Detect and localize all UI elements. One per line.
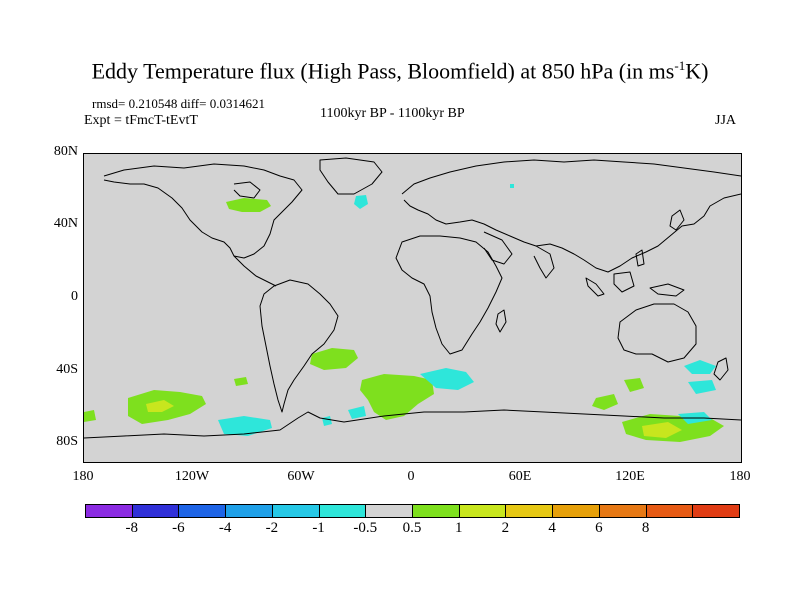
anomaly-patch	[310, 348, 358, 370]
anomaly-patch	[624, 378, 644, 392]
map-frame	[83, 153, 742, 463]
coastline-hudson-bay	[233, 181, 261, 199]
colorbar-box	[365, 504, 413, 518]
coastline-greenland	[319, 157, 383, 195]
coastlines	[84, 157, 741, 439]
colorbar-label: -2	[265, 520, 279, 536]
coastline-arabia	[483, 231, 513, 265]
stats-label: rmsd= 0.210548 diff= 0.0314621	[92, 96, 265, 111]
coastline-eurasia	[401, 159, 741, 273]
season-label: JJA	[715, 113, 737, 128]
colorbar-label: 4	[548, 520, 556, 536]
anomaly-shading	[84, 184, 724, 442]
colorbar-box	[178, 504, 227, 518]
x-tick-label: 60E	[508, 469, 532, 484]
colorbar-box	[225, 504, 273, 518]
colorbar-box	[412, 504, 460, 518]
coastline-japan	[669, 209, 685, 231]
colorbar-label: -4	[218, 520, 232, 536]
anomaly-patch	[642, 422, 682, 438]
colorbar-box	[271, 504, 320, 518]
colorbar-label: -1	[312, 520, 325, 536]
anomaly-patch	[348, 406, 366, 419]
colorbar-label: -8	[125, 520, 138, 536]
colorbar-box	[458, 504, 507, 518]
colorbar-label: -6	[172, 520, 185, 536]
anomaly-patch	[510, 184, 514, 188]
y-tick-label: 80N	[53, 144, 78, 159]
colorbar-box	[692, 504, 740, 518]
y-tick-label: 40S	[56, 362, 78, 377]
coastline-philippines	[635, 249, 645, 267]
coastline-madagascar	[495, 309, 507, 333]
anomaly-patch	[226, 198, 271, 212]
coastline-new-zealand	[713, 357, 729, 381]
coastline-sumatra	[585, 277, 605, 297]
anomaly-patch	[360, 374, 434, 420]
coastline-new-guinea	[649, 283, 685, 297]
coastline-north-america	[103, 163, 303, 259]
colorbar	[85, 504, 740, 518]
coastline-south-america	[259, 279, 339, 413]
colorbar-label: 8	[641, 520, 650, 536]
colorbar-label: 6	[595, 520, 603, 536]
anomaly-patch	[592, 394, 618, 410]
title-unit-end: K)	[685, 58, 709, 84]
y-tick-label: 0	[71, 289, 78, 304]
y-tick-label: 40N	[53, 216, 78, 231]
colorbar-label: 1	[454, 520, 463, 536]
anomaly-patch	[684, 360, 716, 374]
coastline-antarctica	[84, 409, 741, 439]
colorbar-box	[318, 504, 367, 518]
anomaly-patch	[218, 416, 272, 436]
y-tick-label: 80S	[56, 434, 78, 449]
title-text: Eddy Temperature flux (High Pass, Bloomf…	[91, 58, 675, 84]
coastline-africa	[395, 235, 503, 355]
anomaly-patch	[84, 410, 96, 422]
colorbar-label: 0.5	[402, 520, 422, 536]
anomaly-patch	[146, 400, 174, 412]
title-superscript: -1	[674, 58, 686, 73]
period-label: 1100kyr BP - 1100kyr BP	[320, 106, 465, 121]
colorbar-box	[505, 504, 554, 518]
colorbar-label: -0.5	[353, 520, 378, 536]
colorbar-box	[645, 504, 694, 518]
anomaly-patch	[234, 377, 248, 386]
colorbar-box	[552, 504, 600, 518]
anomaly-patch	[688, 380, 716, 394]
x-tick-label: 60W	[287, 469, 315, 484]
x-tick-label: 180	[729, 469, 751, 484]
x-tick-label: 0	[407, 469, 415, 484]
x-tick-label: 120E	[615, 469, 645, 484]
anomaly-patch	[322, 416, 332, 426]
coastline-borneo	[613, 271, 635, 293]
chart-title: Eddy Temperature flux (High Pass, Bloomf…	[0, 58, 800, 84]
coastline-india	[533, 245, 555, 279]
x-tick-label: 120W	[174, 469, 210, 484]
colorbar-box	[131, 504, 180, 518]
x-tick-label: 180	[72, 469, 94, 484]
coastline-central-america	[233, 255, 277, 287]
anomaly-patch	[354, 195, 368, 209]
colorbar-box	[598, 504, 647, 518]
colorbar-box	[85, 504, 133, 518]
coastline-australia	[617, 303, 697, 363]
world-map	[84, 157, 741, 442]
colorbar-label: 2	[501, 520, 510, 536]
experiment-label: Expt = tFmcT-tEvtT	[84, 113, 198, 128]
anomaly-patch	[420, 368, 474, 390]
